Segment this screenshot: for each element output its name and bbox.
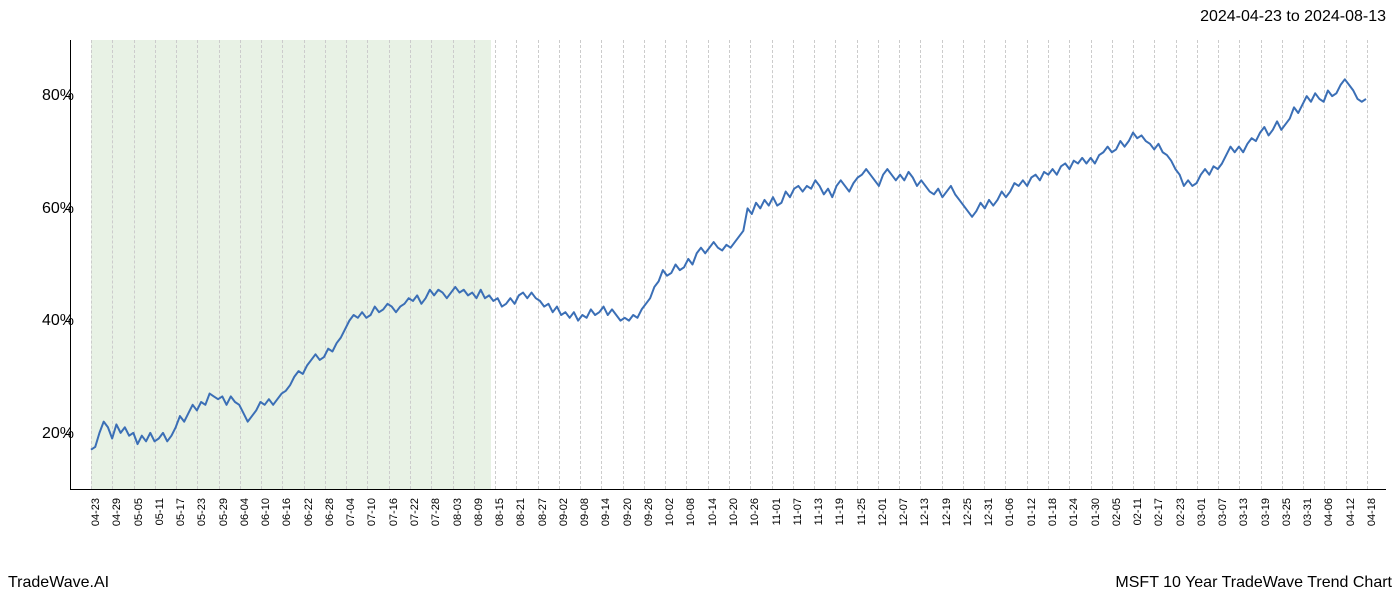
x-tick-label: 08-09 xyxy=(473,498,485,526)
x-tick-label: 01-18 xyxy=(1047,498,1059,526)
x-tick-label: 03-19 xyxy=(1260,498,1272,526)
x-tick-label: 12-25 xyxy=(962,498,974,526)
x-tick-label: 03-25 xyxy=(1281,498,1293,526)
x-tick-label: 12-19 xyxy=(941,498,953,526)
x-tick-label: 03-01 xyxy=(1196,498,1208,526)
chart-title: MSFT 10 Year TradeWave Trend Chart xyxy=(1115,574,1392,592)
x-tick-label: 02-11 xyxy=(1132,498,1144,525)
x-tick-label: 06-22 xyxy=(303,498,315,526)
x-tick-label: 07-28 xyxy=(430,498,442,526)
x-tick-label: 09-14 xyxy=(600,498,612,526)
x-tick-label: 05-23 xyxy=(196,498,208,526)
x-tick-label: 04-12 xyxy=(1345,498,1357,526)
y-tick-label: 20% xyxy=(14,425,74,443)
x-tick-label: 10-26 xyxy=(749,498,761,526)
x-tick-label: 06-28 xyxy=(324,498,336,526)
x-tick-label: 04-23 xyxy=(90,498,102,526)
x-tick-label: 05-17 xyxy=(175,498,187,526)
chart-container: 04-2304-2905-0505-1105-1705-2305-2906-04… xyxy=(70,40,1386,490)
x-tick-label: 10-08 xyxy=(685,498,697,526)
date-range-label: 2024-04-23 to 2024-08-13 xyxy=(1200,8,1386,26)
x-tick-label: 10-14 xyxy=(707,498,719,526)
y-tick-label: 80% xyxy=(14,87,74,105)
x-tick-label: 06-10 xyxy=(260,498,272,526)
x-tick-label: 09-08 xyxy=(579,498,591,526)
x-tick-label: 01-24 xyxy=(1068,498,1080,526)
x-tick-label: 04-06 xyxy=(1323,498,1335,526)
trend-line xyxy=(71,40,1386,489)
x-tick-label: 03-13 xyxy=(1238,498,1250,526)
x-tick-label: 07-16 xyxy=(388,498,400,526)
x-tick-label: 05-11 xyxy=(154,498,166,525)
brand-label: TradeWave.AI xyxy=(8,574,109,592)
x-tick-label: 08-21 xyxy=(515,498,527,526)
x-tick-label: 06-04 xyxy=(239,498,251,526)
plot-region xyxy=(70,40,1386,490)
x-tick-label: 04-18 xyxy=(1366,498,1378,526)
x-tick-label: 12-31 xyxy=(983,498,995,526)
x-tick-label: 11-07 xyxy=(792,498,804,525)
x-tick-label: 09-26 xyxy=(643,498,655,526)
x-tick-label: 11-01 xyxy=(771,498,783,525)
x-tick-label: 09-20 xyxy=(622,498,634,526)
x-tick-label: 05-05 xyxy=(133,498,145,526)
x-tick-label: 01-06 xyxy=(1004,498,1016,526)
y-tick-label: 60% xyxy=(14,200,74,218)
x-tick-label: 11-19 xyxy=(834,498,846,525)
x-tick-label: 07-10 xyxy=(366,498,378,526)
x-tick-label: 01-12 xyxy=(1026,498,1038,526)
x-tick-label: 05-29 xyxy=(218,498,230,526)
x-tick-label: 03-07 xyxy=(1217,498,1229,526)
x-tick-label: 07-22 xyxy=(409,498,421,526)
x-tick-label: 08-15 xyxy=(494,498,506,526)
x-tick-label: 04-29 xyxy=(111,498,123,526)
x-tick-label: 06-16 xyxy=(281,498,293,526)
x-tick-label: 02-05 xyxy=(1111,498,1123,526)
x-tick-label: 07-04 xyxy=(345,498,357,526)
x-tick-label: 12-07 xyxy=(898,498,910,526)
y-tick-label: 40% xyxy=(14,312,74,330)
x-tick-label: 11-25 xyxy=(856,498,868,525)
x-tick-label: 12-01 xyxy=(877,498,889,526)
x-tick-label: 10-02 xyxy=(664,498,676,526)
x-tick-label: 02-17 xyxy=(1153,498,1165,526)
x-tick-label: 09-02 xyxy=(558,498,570,526)
x-tick-label: 11-13 xyxy=(813,498,825,525)
x-tick-label: 01-30 xyxy=(1090,498,1102,526)
x-tick-label: 08-27 xyxy=(537,498,549,526)
x-tick-label: 10-20 xyxy=(728,498,740,526)
x-tick-label: 02-23 xyxy=(1175,498,1187,526)
x-tick-label: 08-03 xyxy=(452,498,464,526)
x-tick-label: 12-13 xyxy=(919,498,931,526)
x-tick-label: 03-31 xyxy=(1302,498,1314,526)
